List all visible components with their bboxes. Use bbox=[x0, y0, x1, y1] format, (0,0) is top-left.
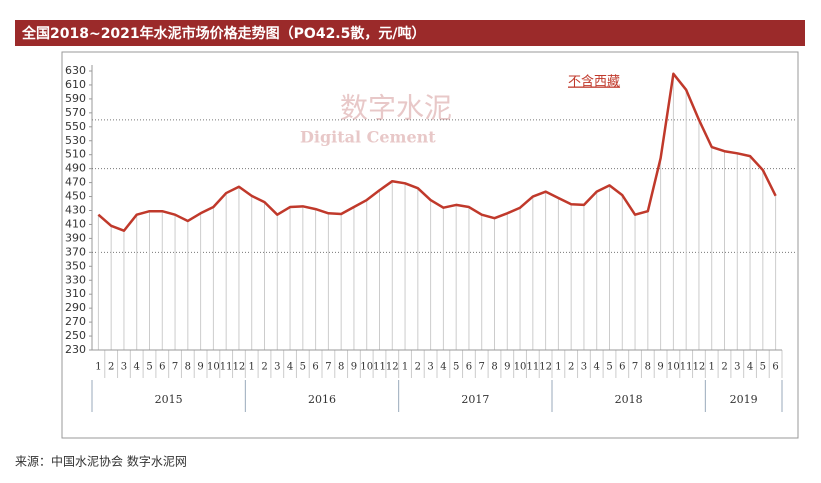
y-tick-label: 390 bbox=[65, 231, 86, 244]
x-tick-label: 10 bbox=[207, 362, 220, 373]
x-tick-label: 7 bbox=[479, 362, 485, 373]
y-tick-label: 430 bbox=[65, 204, 86, 217]
y-tick-label: 350 bbox=[65, 259, 86, 272]
y-tick-label: 510 bbox=[65, 148, 86, 161]
year-label: 2018 bbox=[615, 393, 643, 406]
chart-title: 全国2018~2021年水泥市场价格走势图（PO42.5散，元/吨） bbox=[21, 25, 425, 42]
y-tick-label: 490 bbox=[65, 162, 86, 175]
x-tick-label: 6 bbox=[619, 362, 625, 373]
x-tick-label: 11 bbox=[220, 362, 233, 373]
y-tick-label: 250 bbox=[65, 329, 86, 342]
x-tick-label: 12 bbox=[539, 362, 552, 373]
x-tick-label: 1 bbox=[709, 362, 715, 373]
y-tick-label: 470 bbox=[65, 176, 86, 189]
x-tick-label: 11 bbox=[373, 362, 386, 373]
y-tick-label: 310 bbox=[65, 287, 86, 300]
year-label: 2017 bbox=[461, 393, 489, 406]
x-tick-label: 7 bbox=[325, 362, 331, 373]
x-tick-label: 8 bbox=[185, 362, 191, 373]
y-tick-label: 230 bbox=[65, 343, 86, 356]
annotation: 不含西藏 bbox=[568, 74, 620, 90]
x-tick-label: 8 bbox=[491, 362, 497, 373]
x-tick-label: 1 bbox=[402, 362, 408, 373]
price-line bbox=[97, 72, 777, 232]
y-tick-label: 570 bbox=[65, 106, 86, 119]
x-tick-label: 11 bbox=[526, 362, 539, 373]
x-tick-label: 9 bbox=[504, 362, 510, 373]
x-tick-label: 9 bbox=[657, 362, 663, 373]
y-tick-label: 330 bbox=[65, 273, 86, 286]
x-tick-label: 3 bbox=[581, 362, 587, 373]
year-label: 2016 bbox=[308, 393, 336, 406]
year-label: 2019 bbox=[730, 393, 758, 406]
y-tick-label: 410 bbox=[65, 217, 86, 230]
x-tick-label: 10 bbox=[667, 362, 680, 373]
source: 来源：中国水泥协会 数字水泥网 bbox=[15, 454, 187, 469]
x-tick-label: 8 bbox=[645, 362, 651, 373]
y-tick-label: 610 bbox=[65, 78, 86, 91]
x-tick-label: 8 bbox=[338, 362, 344, 373]
x-tick-label: 2 bbox=[415, 362, 421, 373]
x-tick-label: 5 bbox=[300, 362, 306, 373]
x-tick-label: 1 bbox=[555, 362, 561, 373]
x-tick-label: 4 bbox=[287, 362, 293, 373]
title-bar bbox=[15, 20, 805, 46]
year-label: 2015 bbox=[155, 393, 183, 406]
x-tick-label: 5 bbox=[760, 362, 766, 373]
x-tick-label: 12 bbox=[233, 362, 246, 373]
x-tick-label: 1 bbox=[249, 362, 255, 373]
x-tick-label: 9 bbox=[197, 362, 203, 373]
y-tick-label: 530 bbox=[65, 134, 86, 147]
x-tick-label: 4 bbox=[594, 362, 600, 373]
x-tick-label: 11 bbox=[680, 362, 693, 373]
x-tick-label: 9 bbox=[351, 362, 357, 373]
y-tick-label: 590 bbox=[65, 92, 86, 105]
x-tick-label: 5 bbox=[453, 362, 459, 373]
y-tick-label: 630 bbox=[65, 64, 86, 77]
x-tick-label: 1 bbox=[95, 362, 101, 373]
x-tick-label: 6 bbox=[312, 362, 318, 373]
x-tick-label: 2 bbox=[568, 362, 574, 373]
x-tick-label: 2 bbox=[261, 362, 267, 373]
x-tick-label: 2 bbox=[721, 362, 727, 373]
x-tick-label: 10 bbox=[514, 362, 527, 373]
x-tick-label: 6 bbox=[159, 362, 165, 373]
y-tick-label: 290 bbox=[65, 301, 86, 314]
x-tick-label: 4 bbox=[134, 362, 140, 373]
x-tick-label: 4 bbox=[747, 362, 753, 373]
x-tick-label: 7 bbox=[172, 362, 178, 373]
y-tick-label: 550 bbox=[65, 120, 86, 133]
y-tick-label: 370 bbox=[65, 245, 86, 258]
x-tick-label: 12 bbox=[386, 362, 399, 373]
x-tick-label: 3 bbox=[121, 362, 127, 373]
x-tick-label: 3 bbox=[427, 362, 433, 373]
watermark: 数字水泥 bbox=[340, 92, 452, 125]
y-tick-label: 270 bbox=[65, 315, 86, 328]
x-tick-label: 2 bbox=[108, 362, 114, 373]
x-tick-label: 6 bbox=[466, 362, 472, 373]
x-tick-label: 4 bbox=[440, 362, 446, 373]
x-tick-label: 5 bbox=[146, 362, 152, 373]
x-tick-label: 3 bbox=[274, 362, 280, 373]
y-tick-label: 450 bbox=[65, 190, 86, 203]
x-tick-label: 10 bbox=[360, 362, 373, 373]
x-tick-label: 6 bbox=[772, 362, 778, 373]
x-tick-label: 12 bbox=[693, 362, 706, 373]
watermark-sub: Digital Cement bbox=[300, 128, 436, 147]
chart-frame bbox=[61, 51, 799, 439]
x-tick-label: 7 bbox=[632, 362, 638, 373]
x-tick-label: 5 bbox=[606, 362, 612, 373]
x-tick-label: 3 bbox=[734, 362, 740, 373]
